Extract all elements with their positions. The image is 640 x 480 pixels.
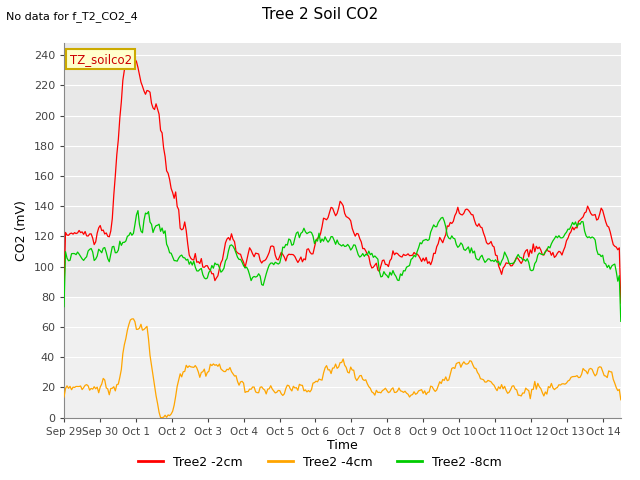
- Text: TZ_soilco2: TZ_soilco2: [70, 53, 132, 66]
- Y-axis label: CO2 (mV): CO2 (mV): [15, 200, 28, 261]
- Legend: Tree2 -2cm, Tree2 -4cm, Tree2 -8cm: Tree2 -2cm, Tree2 -4cm, Tree2 -8cm: [133, 451, 507, 474]
- Bar: [64, 43, 621, 297]
- Text: Tree 2 Soil CO2: Tree 2 Soil CO2: [262, 7, 378, 22]
- X-axis label: Time: Time: [327, 439, 358, 453]
- Text: No data for f_T2_CO2_4: No data for f_T2_CO2_4: [6, 11, 138, 22]
- Bar: [64, 297, 621, 418]
